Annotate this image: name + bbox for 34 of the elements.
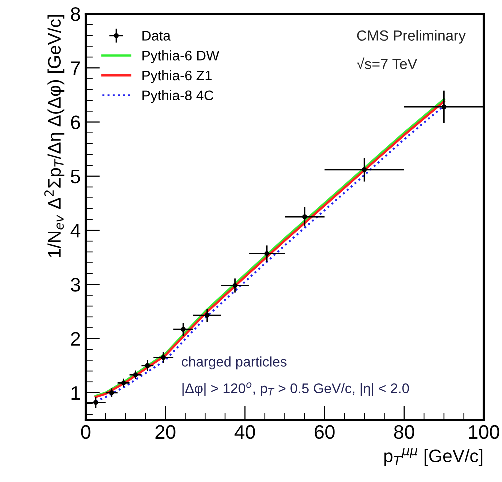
y-tick-label: 2 bbox=[71, 332, 80, 346]
y-tick-label: 8 bbox=[71, 7, 80, 22]
annotation: CMS Preliminary bbox=[357, 30, 466, 44]
y-tick-label: 6 bbox=[71, 116, 80, 130]
point bbox=[145, 363, 150, 368]
point bbox=[302, 214, 308, 220]
x-tick-label: 20 bbox=[156, 425, 176, 440]
x-tick-label: 100 bbox=[469, 425, 500, 440]
y-axis-title: 1/N$_{ev}$ Δ$^{2}$Σp$_{T}$/Δη Δ(Δφ) [GeV/c] bbox=[44, 15, 65, 258]
y-tick-label: 1 bbox=[72, 386, 80, 400]
point bbox=[442, 104, 447, 110]
annotation: |Δφ| > 120$^{o}$, p$_{T}$ > 0.5 GeV/c, |η| < 2.0 bbox=[182, 382, 410, 396]
annotation: √s=7 TeV bbox=[357, 58, 418, 70]
point bbox=[161, 355, 166, 360]
y-tick-label: 5 bbox=[71, 170, 80, 184]
point bbox=[204, 313, 210, 318]
legend-label: Data bbox=[142, 31, 171, 41]
legend-label: Pythia-6 Z1 bbox=[142, 70, 212, 84]
point bbox=[94, 400, 98, 406]
point bbox=[181, 327, 186, 332]
point bbox=[232, 283, 238, 288]
y-tick-label: 4 bbox=[70, 224, 81, 238]
annotation: charged particles bbox=[182, 356, 287, 370]
x-tick-label: 80 bbox=[394, 425, 414, 440]
legend-label: Pythia-8 4C bbox=[142, 90, 214, 104]
point bbox=[362, 167, 368, 172]
point bbox=[264, 251, 270, 256]
legend-label: Pythia-6 DW bbox=[142, 50, 220, 64]
y-tick-label: 3 bbox=[71, 278, 80, 292]
x-tick-label: 40 bbox=[234, 425, 256, 440]
x-tick-label: 0 bbox=[81, 425, 91, 440]
x-axis-title: p$_{T}$$^{μμ}$ [GeV/c] bbox=[384, 448, 483, 466]
x-tick-label: 60 bbox=[314, 425, 335, 440]
y-tick-label: 7 bbox=[71, 62, 80, 76]
